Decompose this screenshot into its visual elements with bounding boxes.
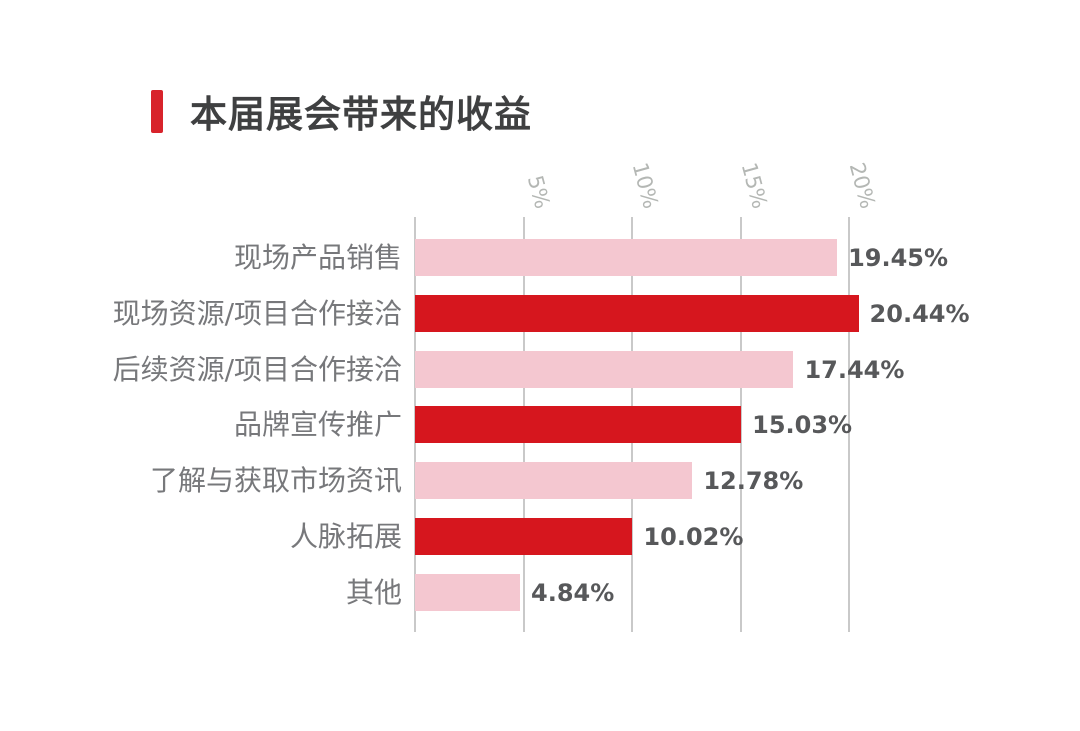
value-label: 19.45%	[848, 244, 949, 272]
chart-row: 20.44%	[415, 294, 970, 332]
value-label: 4.84%	[531, 578, 615, 607]
gridline	[848, 217, 850, 632]
category-label-后续资源/项目合作接洽: 后续资源/项目合作接洽	[112, 352, 402, 386]
x-tick-label: 5%	[522, 172, 555, 212]
category-label-人脉拓展: 人脉拓展	[289, 520, 402, 553]
category-label-了解与获取市场资讯: 了解与获取市场资讯	[149, 464, 402, 498]
value-label: 20.44%	[869, 299, 970, 328]
benefits-bar-chart-plot: 5% 10% 15% 20% 19.45% 20.44% 17.44% 15.03% 12.78…	[414, 160, 970, 632]
chart-row: 15.03%	[415, 406, 853, 444]
chart-row: 10.02%	[415, 518, 849, 555]
value-label: 12.78%	[703, 467, 804, 496]
chart-row: 4.84%	[415, 573, 849, 611]
bar-了解与获取市场资讯	[415, 462, 693, 500]
chart-row: 12.78%	[415, 462, 849, 500]
x-tick-label: 15%	[736, 159, 772, 212]
category-label-现场资源/项目合作接洽: 现场资源/项目合作接洽	[112, 296, 402, 330]
chart-row: 19.45%	[415, 239, 948, 276]
page-title: 本届展会带来的收益	[190, 93, 532, 136]
value-label: 15.03%	[752, 411, 853, 440]
bar-现场资源/项目合作接洽	[415, 294, 859, 332]
category-axis-labels: 现场产品销售现场资源/项目合作接洽 后续资源/项目合作接洽品牌宣传推广了解与获取市…	[60, 217, 402, 632]
category-label-现场产品销售: 现场产品销售	[233, 241, 402, 274]
value-label: 10.02%	[643, 523, 744, 551]
x-tick-label: 10%	[627, 159, 664, 212]
title-accent-bar	[151, 90, 163, 133]
bar-其他	[415, 573, 521, 611]
category-label-品牌宣传推广: 品牌宣传推广	[233, 408, 402, 442]
bar-现场产品销售	[415, 239, 838, 276]
bar-人脉拓展	[415, 518, 633, 555]
chart-row: 17.44%	[415, 350, 904, 388]
bar-品牌宣传推广	[415, 406, 742, 444]
value-label: 17.44%	[804, 355, 905, 384]
bar-后续资源/项目合作接洽	[415, 350, 794, 388]
category-label-其他: 其他	[345, 575, 402, 609]
x-tick-label: 20%	[844, 159, 881, 212]
